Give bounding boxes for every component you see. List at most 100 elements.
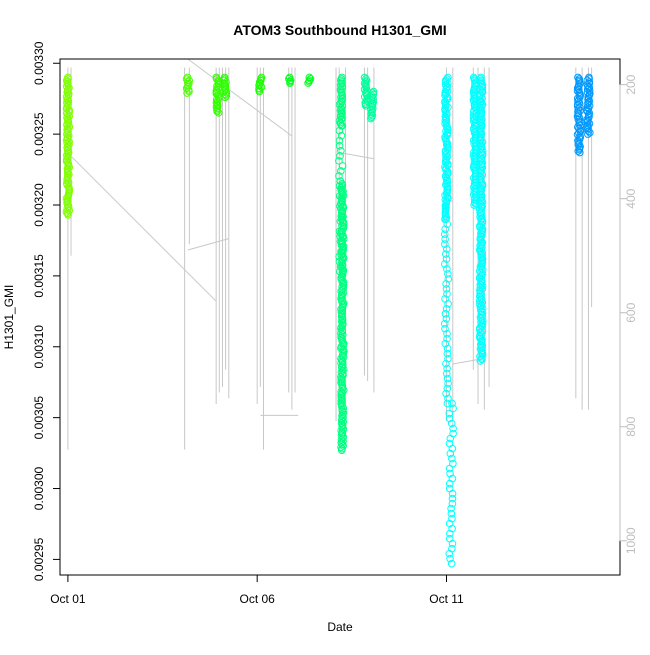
data-point (477, 139, 485, 148)
data-point (478, 327, 487, 335)
data-point (448, 499, 457, 508)
y-tick-label: 0.00315 (32, 254, 46, 298)
data-point (447, 509, 456, 518)
y-tick-label: 0.00300 (32, 467, 46, 511)
data-point (470, 156, 479, 164)
data-point (62, 93, 71, 101)
data-point (335, 141, 344, 150)
data-point (448, 514, 456, 523)
data-point (448, 399, 456, 408)
data-point (367, 114, 375, 123)
data-point (443, 344, 452, 353)
data-point (575, 145, 584, 154)
data-point (338, 249, 347, 258)
data-point (477, 315, 486, 323)
data-point (584, 82, 592, 91)
data-point (286, 79, 294, 87)
data-point (443, 265, 451, 273)
y-tick-label: 0.00325 (32, 112, 46, 156)
data-point (445, 414, 454, 423)
data-point (477, 295, 486, 304)
data-point (443, 349, 452, 358)
data-point (183, 89, 191, 97)
chart-title: ATOM3 Southbound H1301_GMI (233, 22, 446, 38)
data-point (441, 240, 449, 248)
data-point (476, 280, 485, 289)
data-point (444, 300, 452, 308)
data-point (443, 245, 451, 253)
data-point (335, 172, 343, 180)
data-point (477, 253, 486, 262)
data-point (337, 305, 345, 313)
data-point (442, 389, 450, 398)
data-point (442, 369, 451, 378)
data-point (443, 364, 451, 373)
data-point (447, 504, 455, 513)
data-point (336, 112, 345, 121)
data-point (338, 315, 347, 324)
data-point (441, 324, 449, 333)
data-point (476, 247, 485, 256)
data-point (338, 102, 347, 110)
data-point (449, 424, 457, 433)
data-point (472, 141, 480, 149)
data-point (443, 334, 451, 343)
data-point (369, 95, 378, 103)
y2-tick-label: 600 (624, 302, 638, 322)
data-point (445, 464, 454, 473)
data-point (368, 102, 376, 111)
x-axis-label: Date (327, 620, 353, 634)
data-point (339, 404, 348, 413)
data-point (63, 110, 72, 119)
data-point (443, 384, 452, 393)
data-point (443, 220, 452, 228)
data-points-layer (62, 73, 594, 568)
y-tick-label: 0.00310 (32, 325, 46, 369)
data-point (64, 211, 72, 219)
data-point (305, 77, 313, 86)
data-point (337, 416, 346, 425)
data-point (448, 524, 456, 533)
data-point (477, 301, 486, 310)
data-point (442, 315, 451, 323)
data-point (255, 87, 264, 96)
x-tick-label: Oct 06 (240, 592, 276, 606)
data-point (476, 106, 485, 115)
data-point (338, 389, 346, 398)
data-point (478, 355, 486, 364)
data-point (477, 123, 486, 131)
data-point (476, 328, 485, 337)
data-point (584, 104, 593, 113)
data-point (448, 454, 456, 463)
data-point (477, 73, 485, 82)
data-point (471, 181, 479, 190)
data-point (583, 118, 592, 126)
data-point (574, 105, 583, 113)
data-point (442, 179, 451, 188)
axes-layer: Oct 01 Oct 06 Oct 11 0.00295 0.00300 0.00305 0… (32, 41, 638, 606)
data-point (476, 210, 485, 218)
data-point (446, 434, 455, 443)
data-point (478, 144, 486, 152)
data-point (585, 84, 594, 92)
data-point (361, 78, 370, 86)
data-point (337, 131, 346, 140)
data-point (449, 404, 457, 413)
data-point (442, 115, 451, 124)
data-point (337, 356, 346, 364)
data-point (448, 494, 457, 503)
data-point (63, 158, 72, 167)
data-point (444, 270, 452, 278)
data-point (448, 489, 457, 498)
data-point (446, 554, 454, 563)
data-point (64, 75, 72, 83)
data-point (575, 114, 584, 122)
data-point (476, 129, 485, 137)
data-point (442, 285, 451, 293)
data-point (368, 93, 376, 102)
data-point (338, 306, 347, 315)
transit-line (187, 238, 229, 251)
data-point (443, 149, 451, 158)
data-point (478, 343, 486, 352)
